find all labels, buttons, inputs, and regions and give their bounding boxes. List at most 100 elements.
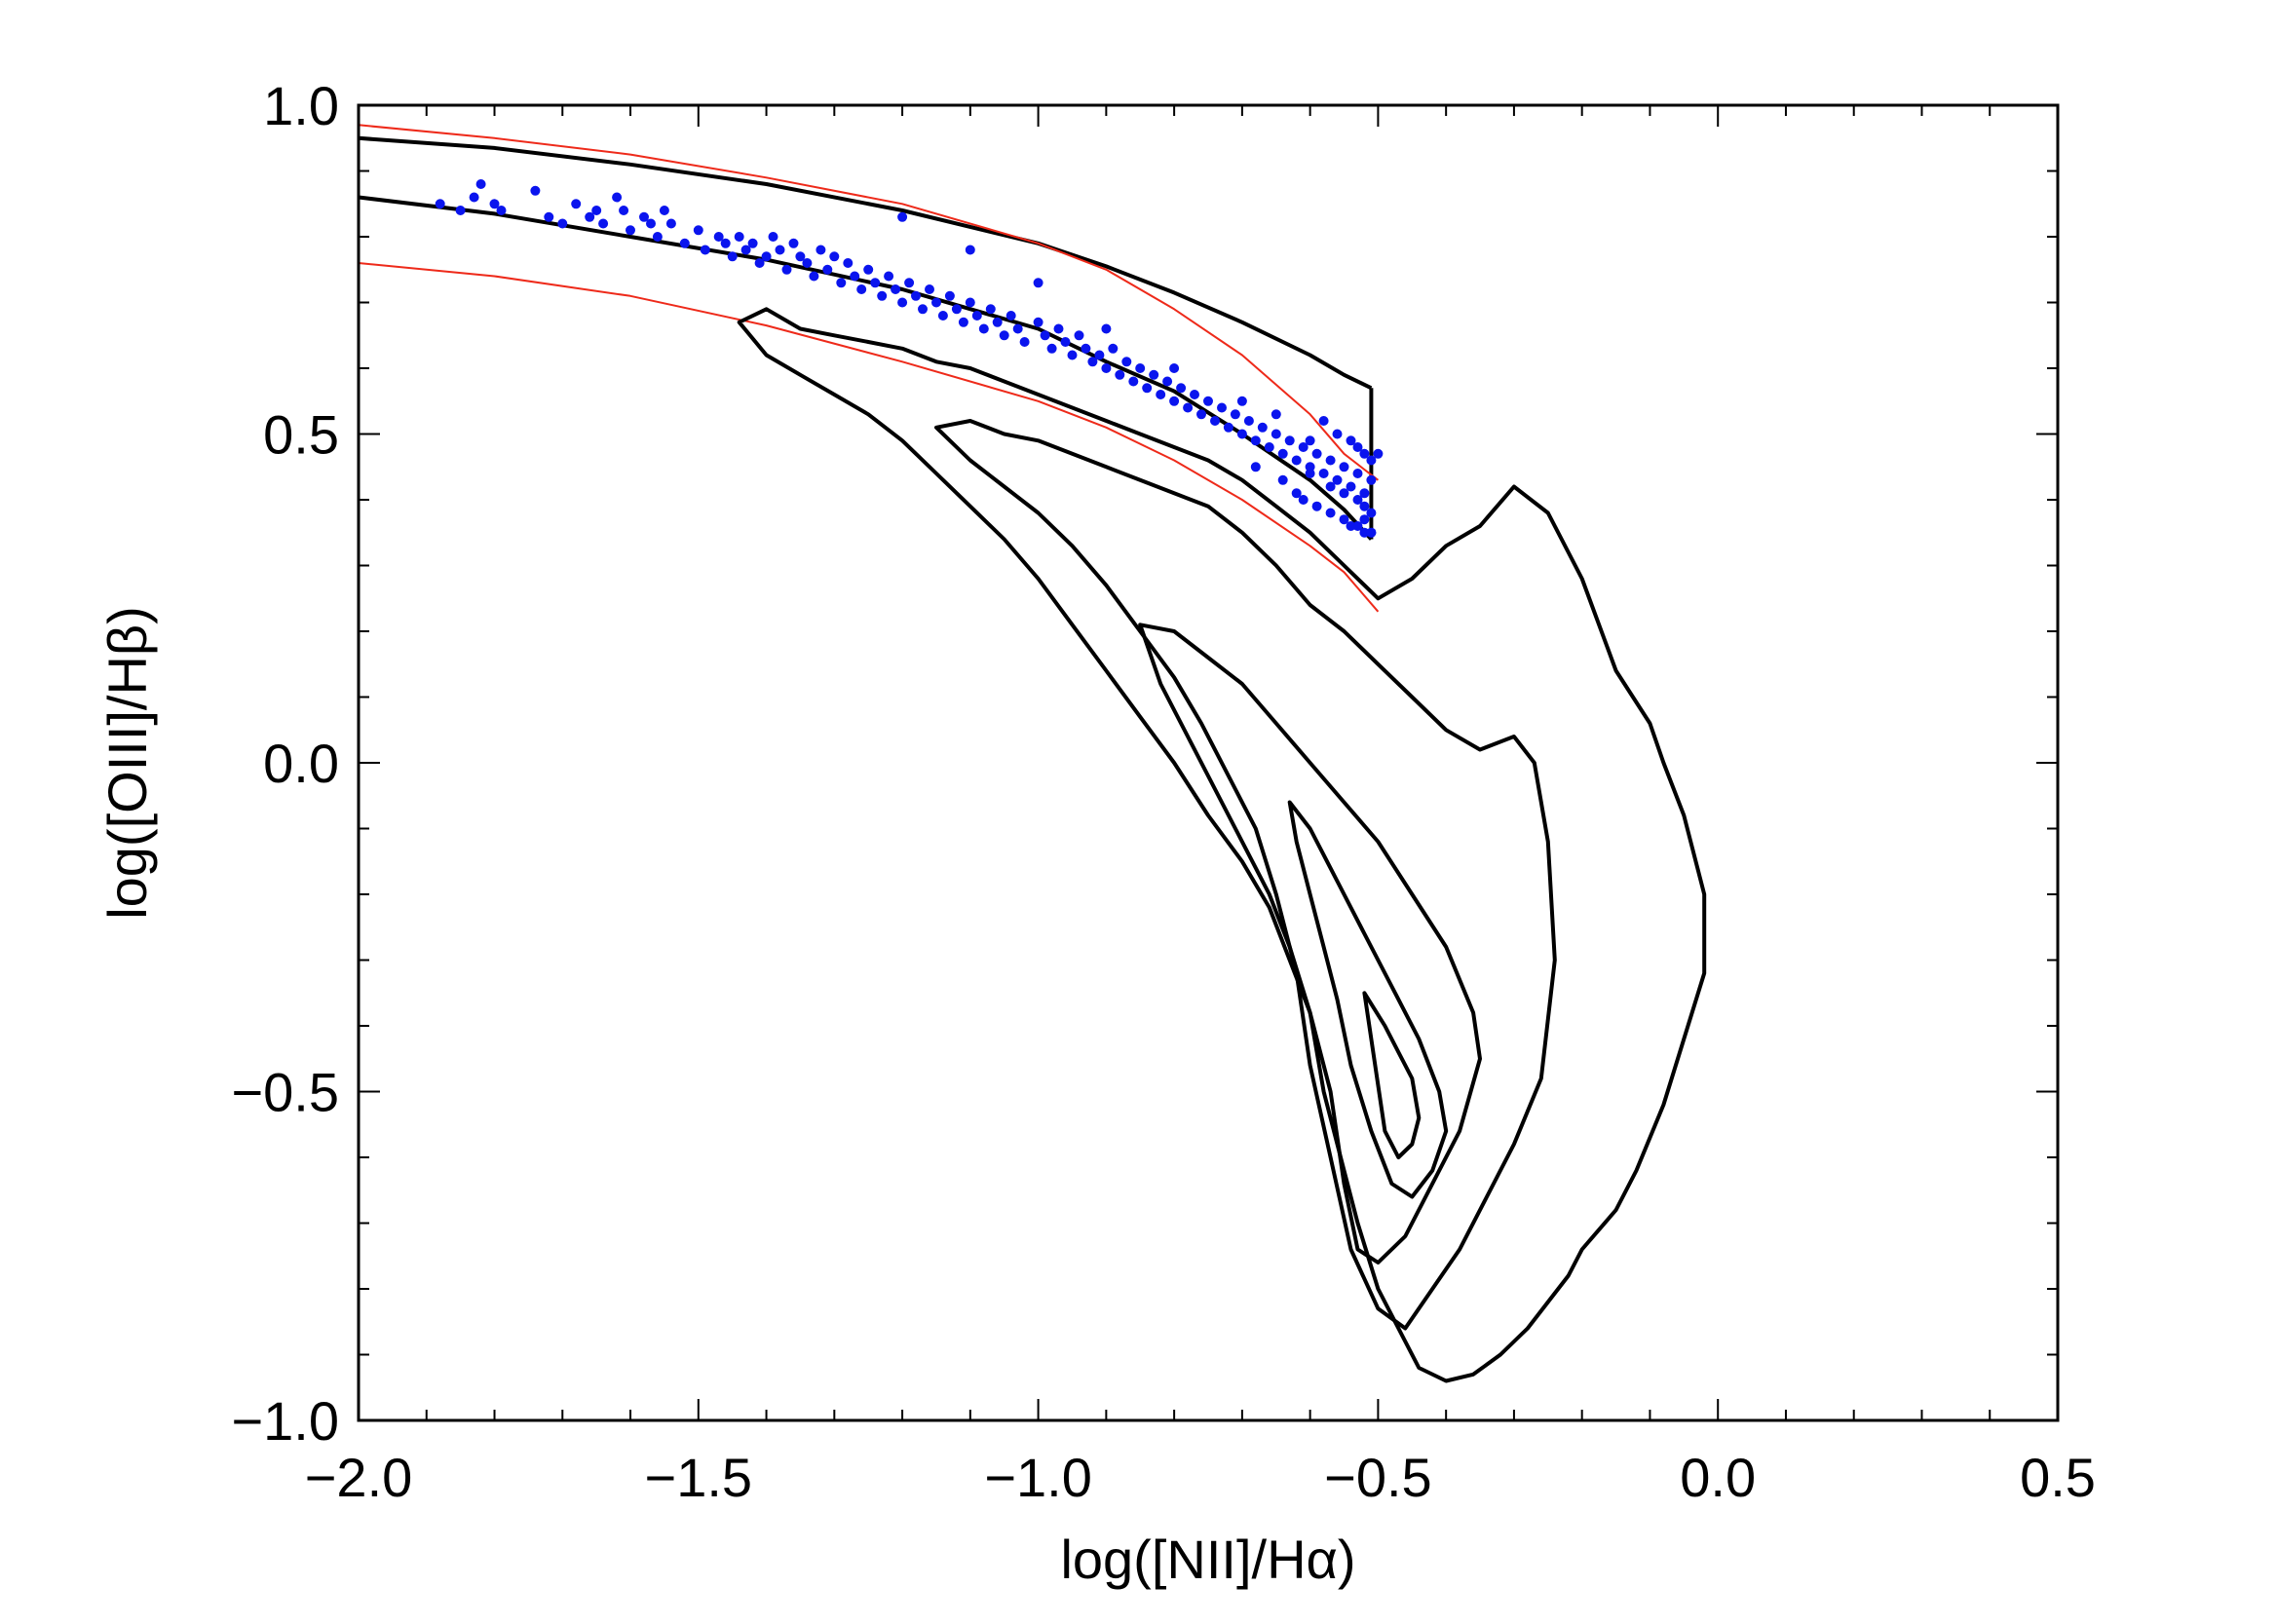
contour-line-9 [1362, 991, 1422, 1159]
data-point [1339, 488, 1349, 499]
boundary-curve-1 [358, 195, 1373, 541]
data-point [1135, 363, 1146, 373]
data-point [1325, 455, 1336, 466]
data-point [781, 264, 792, 275]
data-point [850, 271, 860, 282]
data-point [958, 317, 968, 327]
contour-line-8 [1287, 800, 1449, 1199]
data-point [1346, 521, 1356, 531]
x-axis-label: log([NII]/Hα) [1060, 1529, 1355, 1590]
data-point [788, 238, 799, 248]
data-point [747, 238, 758, 248]
data-point [1115, 369, 1125, 380]
x-tick-label: −1.5 [645, 1447, 753, 1508]
data-point [1087, 357, 1098, 367]
data-point [571, 199, 582, 209]
data-point [761, 251, 772, 262]
data-point [557, 218, 568, 229]
contour-line-6 [934, 419, 1557, 1331]
data-point [544, 211, 554, 222]
data-point [1012, 323, 1023, 334]
x-tick-label: −2.0 [305, 1447, 413, 1508]
data-point [937, 311, 948, 321]
data-point [944, 290, 955, 301]
data-point [639, 211, 649, 222]
data-point [1074, 330, 1084, 341]
data-point [1298, 495, 1309, 505]
data-point [829, 251, 840, 262]
reference-curve-3 [358, 124, 1380, 481]
data-point [1346, 481, 1356, 492]
data-point [1005, 311, 1016, 321]
reference-curve-4 [358, 262, 1380, 613]
data-point [1101, 363, 1112, 373]
data-point [1352, 442, 1363, 452]
y-tick-label: −1.0 [231, 1390, 339, 1452]
data-point [1332, 474, 1343, 485]
data-point [951, 304, 962, 315]
data-point [1311, 501, 1322, 511]
data-point [1325, 481, 1336, 492]
ticks-layer [358, 104, 2059, 1421]
data-point [700, 245, 710, 255]
data-point [1257, 422, 1268, 433]
data-point [1108, 343, 1119, 354]
x-tick-label: 0.0 [1680, 1447, 1756, 1508]
data-point [1366, 508, 1377, 518]
data-point [1217, 402, 1227, 413]
data-point [1101, 323, 1112, 334]
data-point [1366, 474, 1377, 485]
data-point [1196, 409, 1206, 420]
data-point [713, 232, 724, 242]
data-point [1271, 409, 1281, 420]
data-point [1236, 429, 1247, 439]
data-point [965, 297, 975, 308]
data-point [1366, 527, 1377, 538]
data-point [897, 211, 908, 222]
data-point [1162, 376, 1173, 387]
data-point [863, 264, 874, 275]
data-point [897, 297, 908, 308]
data-point [1033, 278, 1043, 288]
data-point [1081, 343, 1091, 354]
data-point [455, 206, 466, 215]
data-point [802, 258, 813, 268]
data-point [985, 304, 996, 315]
data-point [1236, 396, 1247, 406]
data-point [619, 206, 629, 215]
data-point [1318, 469, 1329, 478]
data-point [1277, 448, 1288, 459]
data-point [1060, 337, 1071, 347]
x-tick-label: −0.5 [1324, 1447, 1432, 1508]
data-point [1318, 416, 1329, 426]
plot-frame [357, 103, 2060, 1422]
data-point [469, 192, 479, 203]
boundary-curve-0 [358, 135, 1373, 391]
data-point [734, 232, 744, 242]
data-point [1250, 462, 1261, 472]
data-point [1040, 330, 1050, 341]
data-point [646, 218, 656, 229]
data-point [1373, 448, 1384, 459]
data-point [1210, 416, 1220, 426]
data-point [1298, 442, 1309, 452]
data-point [1277, 474, 1288, 485]
data-point [1366, 455, 1377, 466]
data-point [999, 330, 1009, 341]
y-tick-label: 0.0 [263, 733, 339, 794]
data-point [626, 225, 635, 236]
data-point [836, 278, 847, 288]
data-point [1223, 422, 1233, 433]
x-tick-label: 0.5 [2020, 1447, 2096, 1508]
data-point [1128, 376, 1139, 387]
data-point [1243, 416, 1254, 426]
y-tick-label: −0.5 [231, 1062, 339, 1123]
data-point [612, 192, 623, 203]
data-point [1271, 429, 1281, 439]
data-point [965, 245, 975, 255]
data-point [740, 245, 751, 255]
data-point [1339, 462, 1349, 472]
data-point [1094, 350, 1105, 360]
data-point [911, 290, 921, 301]
